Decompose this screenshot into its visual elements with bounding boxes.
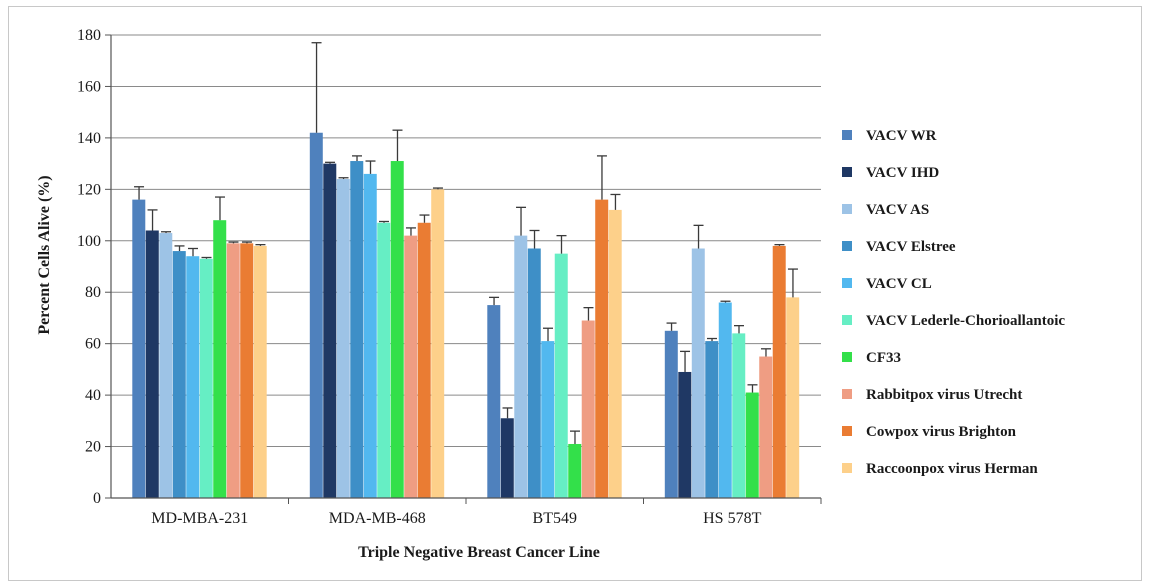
bar [350, 161, 364, 499]
bar [595, 199, 609, 498]
y-tick-label: 180 [77, 27, 101, 44]
bar [145, 230, 159, 498]
legend: VACV WR VACV IHD VACV AS VACV Elstree VACV C… [842, 128, 1065, 477]
bar [226, 243, 240, 498]
legend-label: Cowpox virus Brighton [866, 424, 1017, 440]
bar [772, 245, 786, 498]
legend-label: Raccoonpox virus Herman [866, 461, 1038, 477]
bar [581, 320, 595, 498]
bar [417, 222, 431, 498]
legend-label: CF33 [866, 350, 901, 366]
bar [527, 248, 541, 498]
legend-swatch [842, 204, 852, 214]
bar [705, 341, 719, 498]
bar [500, 418, 514, 498]
bar [541, 341, 555, 498]
bar [132, 199, 146, 498]
bar [309, 132, 323, 498]
y-tick-label: 160 [77, 78, 101, 95]
y-axis-title: Percent Cells Alive (%) [36, 175, 53, 334]
chart-frame: 0 20 40 60 80 100 120 140 160 180 MD-MBA-231 MDA-M… [8, 6, 1142, 581]
bar [323, 163, 337, 498]
legend-swatch [842, 278, 852, 288]
bar [336, 179, 350, 499]
legend-swatch [842, 389, 852, 399]
y-tick-label: 120 [77, 181, 101, 198]
bar [199, 258, 213, 498]
x-tick-label: MDA-MB-468 [329, 510, 426, 527]
bar [390, 161, 404, 499]
y-tick-label: 80 [85, 284, 101, 301]
legend-swatch [842, 167, 852, 177]
y-tick-label: 60 [85, 336, 101, 353]
legend-swatch [842, 130, 852, 140]
bar-chart: 0 20 40 60 80 100 120 140 160 180 MD-MBA-231 MDA-M… [36, 27, 1065, 561]
legend-swatch [842, 463, 852, 473]
legend-label: VACV IHD [866, 165, 939, 181]
legend-label: VACV Lederle-Chorioallantoic [866, 313, 1065, 329]
bar [431, 189, 445, 499]
y-tick-label: 140 [77, 130, 101, 147]
bar [213, 220, 227, 498]
bar [514, 235, 528, 498]
bar [186, 256, 200, 498]
y-tick-label: 20 [85, 439, 101, 456]
bar [732, 333, 746, 498]
bar [172, 251, 186, 498]
x-tick-label: BT549 [533, 510, 577, 527]
bar [691, 248, 705, 498]
y-tick-label: 100 [77, 233, 101, 250]
bars [132, 132, 800, 499]
legend-swatch [842, 352, 852, 362]
bar [554, 253, 568, 498]
y-tick-labels: 0 20 40 60 80 100 120 140 160 180 [77, 27, 101, 507]
y-tick-label: 0 [93, 490, 101, 507]
legend-label: Rabbitpox virus Utrecht [866, 387, 1022, 403]
legend-label: VACV CL [866, 276, 932, 292]
legend-label: VACV Elstree [866, 239, 956, 255]
legend-swatch [842, 241, 852, 251]
bar [253, 245, 267, 498]
axes [105, 34, 822, 504]
bar [759, 356, 773, 498]
bar [487, 305, 501, 498]
bar [678, 371, 692, 498]
x-tick-label: HS 578T [703, 510, 761, 527]
x-tick-labels: MD-MBA-231 MDA-MB-468 BT549 HS 578T [151, 510, 761, 527]
bar [745, 392, 759, 498]
bar [718, 302, 732, 498]
bar [404, 235, 418, 498]
x-axis-title: Triple Negative Breast Cancer Line [358, 544, 600, 561]
legend-label: VACV WR [866, 128, 937, 144]
bar [159, 233, 173, 499]
bar [568, 443, 582, 498]
bar [608, 209, 622, 498]
legend-swatch [842, 426, 852, 436]
bar [240, 243, 254, 498]
y-tick-label: 40 [85, 387, 101, 404]
bar [377, 222, 391, 498]
x-tick-label: MD-MBA-231 [151, 510, 248, 527]
error-bars [134, 42, 798, 444]
bar [664, 330, 678, 498]
legend-swatch [842, 315, 852, 325]
legend-label: VACV AS [866, 202, 929, 218]
bar [363, 173, 377, 498]
bar [786, 297, 800, 498]
